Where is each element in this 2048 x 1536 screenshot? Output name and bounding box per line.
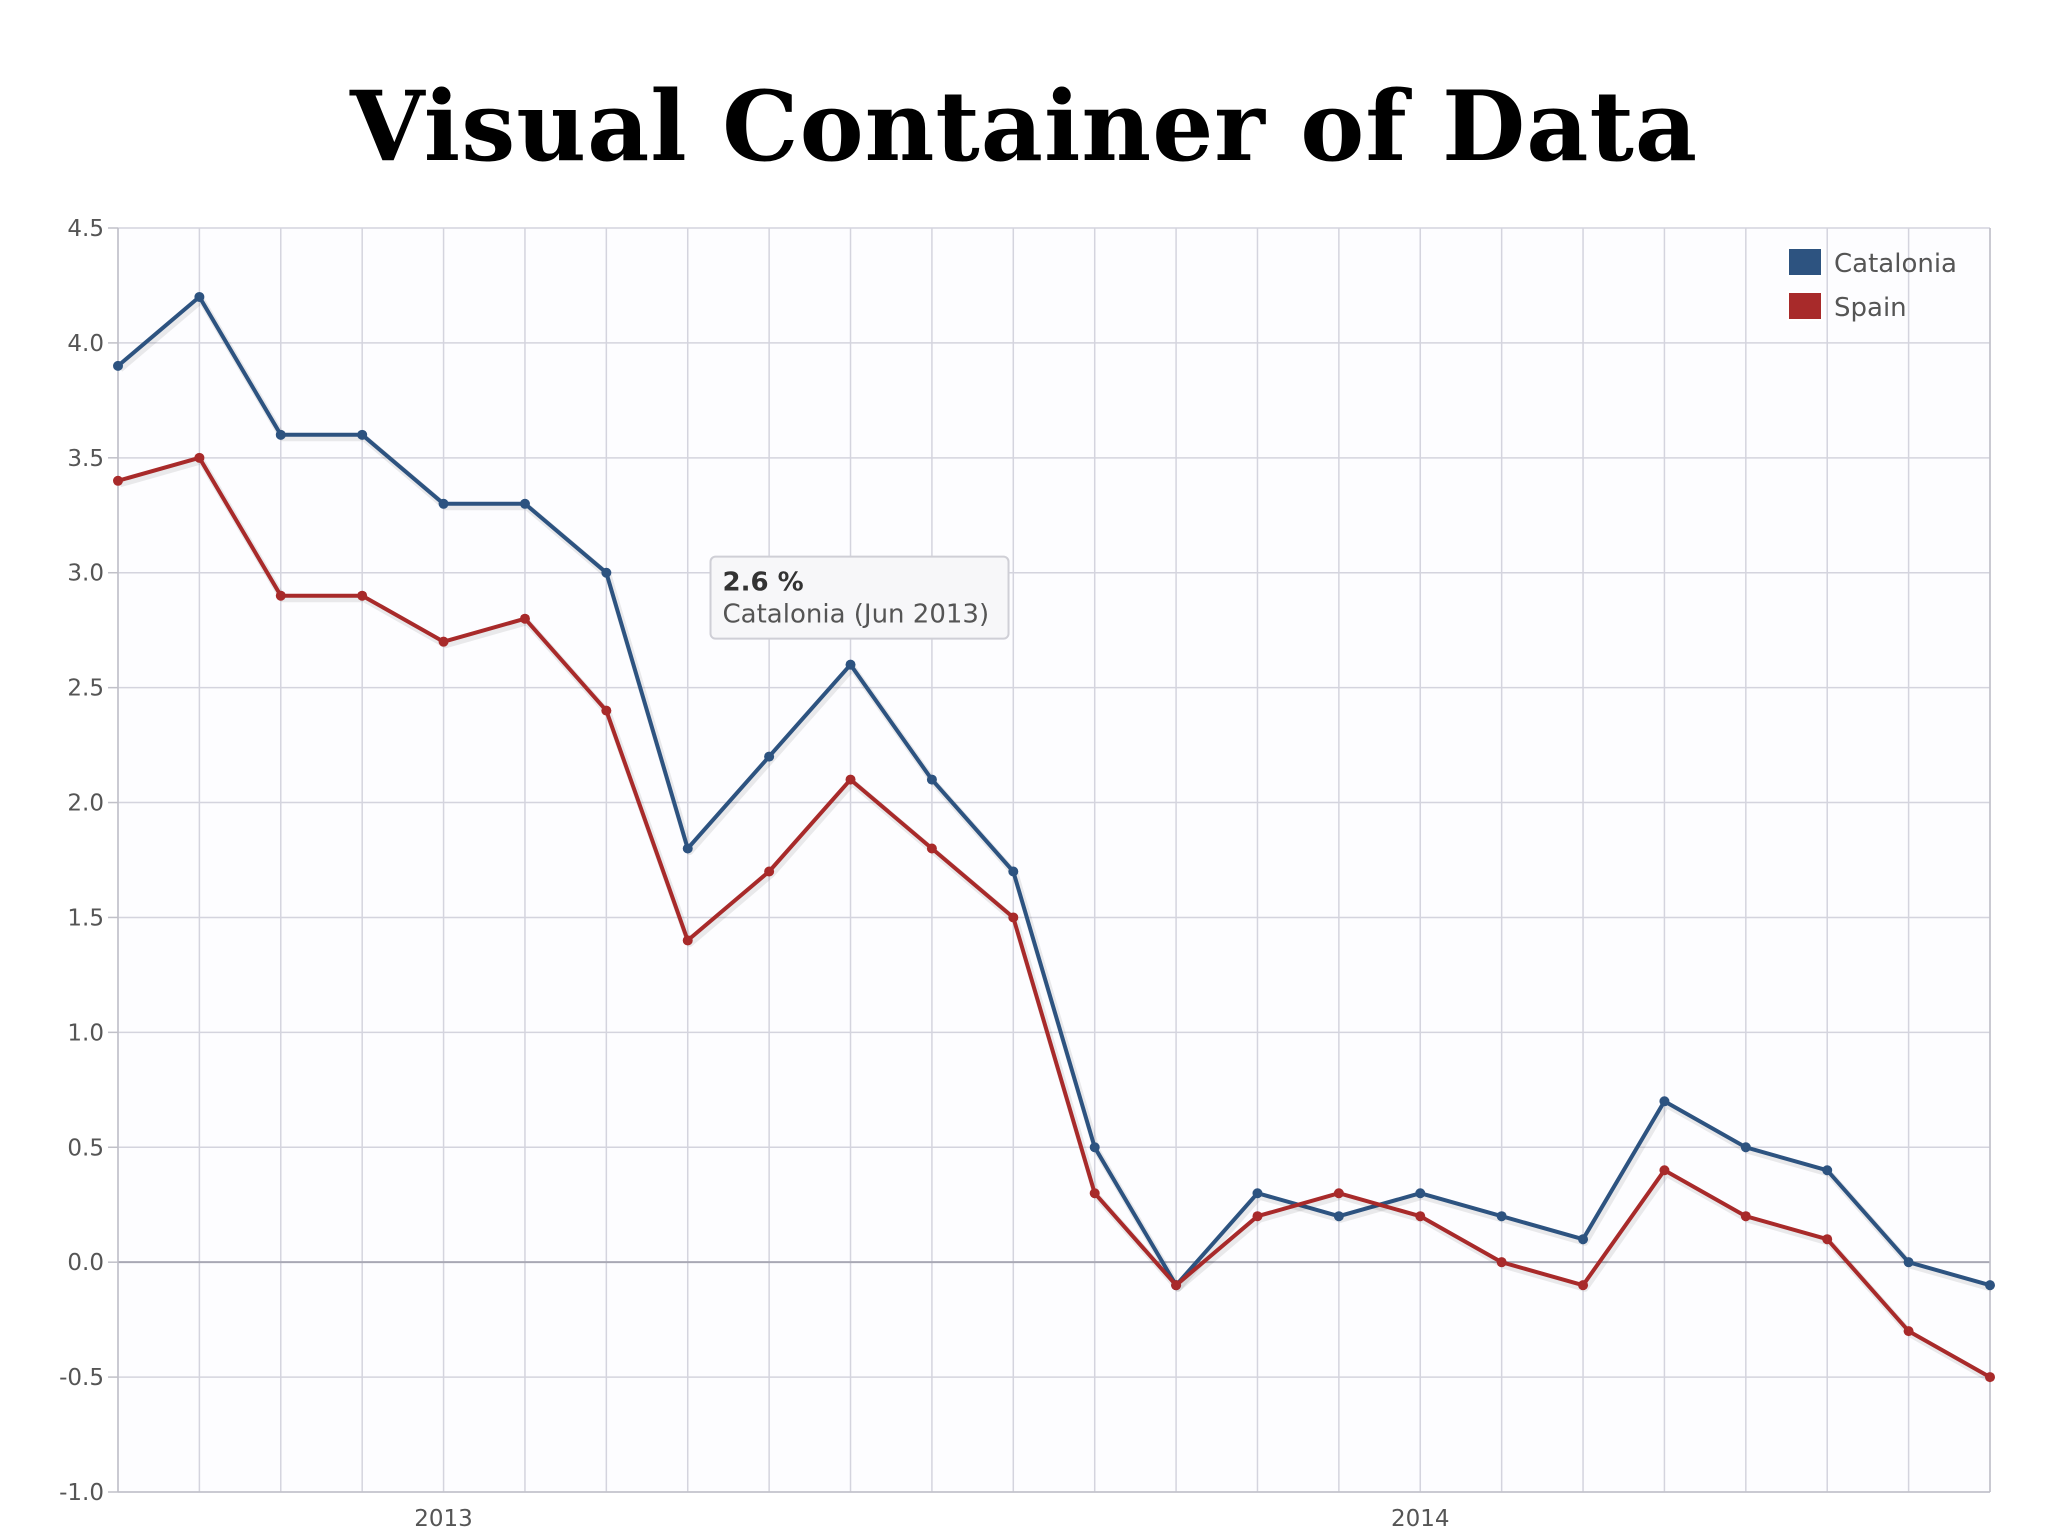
data-point[interactable] — [845, 774, 856, 785]
data-point[interactable] — [1415, 1211, 1426, 1222]
data-point[interactable] — [1415, 1188, 1426, 1199]
y-tick-label: 2.0 — [67, 791, 104, 817]
data-point[interactable] — [1903, 1257, 1914, 1268]
data-point[interactable] — [1740, 1211, 1751, 1222]
data-point[interactable] — [1333, 1211, 1344, 1222]
legend-label: Catalonia — [1834, 249, 1957, 279]
data-point[interactable] — [601, 567, 612, 578]
legend[interactable]: Catalonia Spain — [1787, 247, 1957, 323]
series-catalonia — [113, 291, 1995, 1292]
data-point[interactable] — [519, 498, 530, 509]
x-tick-label: 2013 — [414, 1506, 473, 1532]
series-line — [117, 455, 1991, 1379]
legend-swatch — [1787, 247, 1823, 277]
data-point[interactable] — [1496, 1257, 1507, 1268]
data-point[interactable] — [113, 360, 123, 371]
data-point[interactable] — [1089, 1142, 1100, 1153]
data-point[interactable] — [926, 843, 937, 854]
tooltip-box — [709, 555, 1010, 640]
data-point[interactable] — [1659, 1096, 1670, 1107]
data-point[interactable] — [1822, 1165, 1833, 1176]
data-point[interactable] — [1985, 1280, 1995, 1291]
data-point[interactable] — [764, 866, 775, 877]
data-point[interactable] — [1252, 1211, 1263, 1222]
data-point[interactable] — [438, 498, 449, 509]
tooltip-label: Catalonia (Jun 2013) — [723, 600, 990, 630]
data-point[interactable] — [1985, 1372, 1995, 1383]
data-point[interactable] — [926, 774, 937, 785]
data-point[interactable] — [1822, 1234, 1833, 1245]
data-point[interactable] — [1008, 912, 1019, 923]
data-point[interactable] — [357, 590, 368, 601]
data-point[interactable] — [1578, 1234, 1589, 1245]
data-point[interactable] — [438, 636, 449, 647]
y-tick-label: 4.5 — [67, 216, 104, 242]
y-tick-label: -1.0 — [59, 1480, 104, 1506]
data-point[interactable] — [682, 843, 693, 854]
tooltip: 2.6 %Catalonia (Jun 2013) — [709, 555, 1010, 640]
data-point[interactable] — [1252, 1188, 1263, 1199]
legend-item-catalonia[interactable]: Catalonia — [1787, 247, 1957, 279]
legend-swatch — [1787, 291, 1823, 321]
page-title: Visual Container of Data — [349, 70, 1699, 183]
y-tick-label: 3.5 — [67, 446, 104, 472]
data-point[interactable] — [1903, 1326, 1914, 1337]
data-point[interactable] — [682, 935, 693, 946]
data-point[interactable] — [601, 705, 612, 716]
data-point[interactable] — [275, 429, 286, 440]
data-point[interactable] — [1089, 1188, 1100, 1199]
series-line — [116, 294, 1991, 1288]
data-point[interactable] — [113, 475, 123, 486]
series-lines — [113, 291, 1995, 1384]
data-point[interactable] — [1008, 866, 1019, 877]
data-point[interactable] — [275, 590, 286, 601]
series-spain — [113, 452, 1995, 1384]
y-tick-label: -0.5 — [59, 1365, 104, 1391]
data-point[interactable] — [1333, 1188, 1344, 1199]
plot-background — [118, 228, 1990, 1492]
x-tick-label: 2014 — [1391, 1506, 1450, 1532]
data-point[interactable] — [1496, 1211, 1507, 1222]
data-point[interactable] — [1578, 1280, 1589, 1291]
data-point[interactable] — [845, 659, 856, 670]
data-point[interactable] — [1171, 1280, 1182, 1291]
data-point[interactable] — [357, 429, 368, 440]
data-point[interactable] — [764, 751, 775, 762]
y-tick-label: 0.0 — [67, 1250, 104, 1276]
data-point[interactable] — [519, 613, 530, 624]
legend-label: Spain — [1834, 293, 1907, 323]
y-tick-label: 3.0 — [67, 561, 104, 587]
data-point[interactable] — [1740, 1142, 1751, 1153]
legend-item-spain[interactable]: Spain — [1787, 291, 1907, 323]
data-point[interactable] — [1659, 1165, 1670, 1176]
y-tick-label: 1.5 — [67, 905, 104, 931]
y-tick-label: 2.5 — [67, 676, 104, 702]
data-point[interactable] — [194, 452, 205, 463]
y-tick-label: 0.5 — [67, 1135, 104, 1161]
y-tick-label: 4.0 — [67, 331, 104, 357]
y-tick-label: 1.0 — [67, 1020, 104, 1046]
data-point[interactable] — [194, 291, 205, 302]
tooltip-value: 2.6 % — [723, 568, 804, 598]
